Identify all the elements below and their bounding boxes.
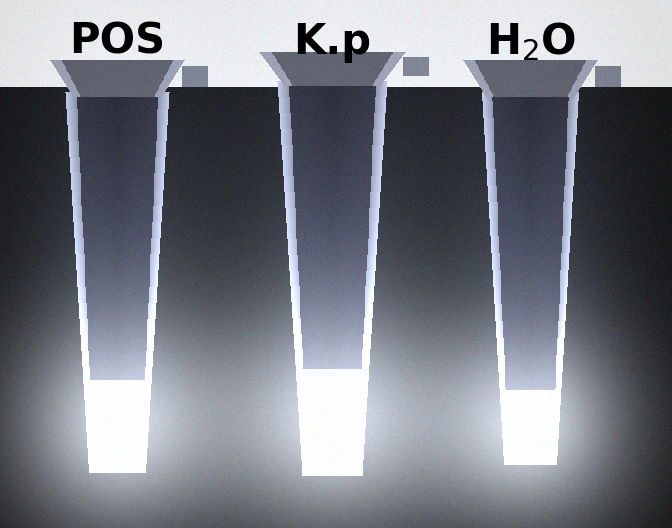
Text: K.p: K.p — [294, 21, 372, 63]
Text: POS: POS — [69, 21, 166, 63]
Text: H$_2$O: H$_2$O — [486, 21, 576, 63]
